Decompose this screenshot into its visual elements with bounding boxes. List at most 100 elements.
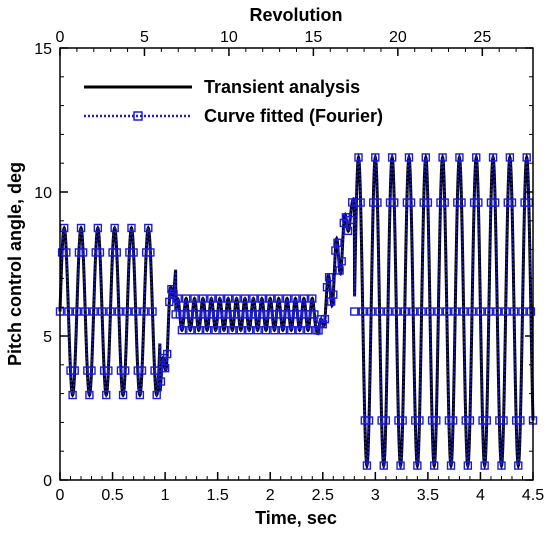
fitted-marker	[425, 307, 435, 316]
fitted-marker	[493, 307, 502, 316]
legend: Transient analysis Curve fitted (Fourier…	[84, 77, 383, 126]
fitted-marker	[152, 390, 161, 400]
fitted-marker	[511, 416, 521, 425]
fitted-marker	[293, 310, 302, 319]
fitted-marker	[70, 366, 79, 375]
fitted-marker	[76, 223, 86, 233]
fitted-marker	[396, 461, 405, 470]
fitted-marker	[411, 416, 420, 425]
fitted-marker	[362, 461, 372, 470]
fitted-marker	[171, 310, 180, 319]
fitted-marker	[371, 153, 380, 162]
x-tick-label: 1	[161, 487, 170, 504]
fitted-marker	[295, 326, 304, 335]
y-tick-label: 0	[43, 473, 52, 490]
fitted-marker	[266, 294, 275, 303]
fitted-marker	[316, 315, 325, 324]
fitted-marker	[257, 294, 267, 303]
fitted-marker	[303, 326, 313, 335]
fitted-marker	[526, 307, 536, 316]
fitted-marker	[240, 294, 250, 303]
fitted-marker	[440, 198, 449, 207]
y-tick-label: 5	[43, 329, 52, 346]
fitted-marker	[518, 307, 527, 316]
fitted-marker	[156, 377, 166, 386]
fitted-marker	[118, 390, 128, 400]
fitted-marker	[291, 294, 300, 303]
fitted-marker	[413, 461, 422, 470]
fitted-marker	[74, 248, 84, 257]
fitted-marker	[278, 326, 288, 335]
fitted-marker	[148, 307, 157, 316]
fitted-marker	[108, 248, 117, 257]
x-tick-label: 3.5	[417, 487, 439, 504]
fitted-marker	[451, 307, 460, 316]
fitted-marker	[486, 198, 496, 207]
fitted-marker	[97, 307, 107, 316]
fitted-marker	[480, 461, 489, 470]
fitted-marker	[421, 153, 430, 162]
fitted-marker	[228, 326, 237, 335]
fitted-marker	[472, 153, 481, 162]
fitted-marker	[78, 248, 88, 257]
fitted-marker	[87, 366, 96, 375]
plot-content	[55, 152, 538, 471]
series-fitted-line	[59, 154, 534, 469]
fitted-marker	[354, 153, 363, 162]
fitted-marker	[238, 310, 248, 319]
fitted-marker	[482, 416, 491, 425]
fitted-marker	[497, 461, 506, 470]
fitted-marker	[120, 366, 130, 375]
fitted-marker	[247, 310, 256, 319]
fitted-marker	[522, 153, 531, 162]
fitted-marker	[268, 310, 277, 319]
fitted-marker	[72, 307, 82, 316]
fitted-marker	[434, 307, 443, 316]
fitted-marker	[177, 326, 187, 335]
fitted-marker	[404, 153, 414, 162]
fitted-marker	[415, 416, 424, 425]
fitted-marker	[499, 416, 508, 425]
fitted-marker	[284, 310, 294, 319]
fitted-marker	[209, 310, 218, 319]
fitted-marker	[200, 310, 210, 319]
fitted-marker	[244, 326, 254, 335]
fitted-marker	[219, 326, 229, 335]
fitted-marker	[394, 416, 403, 425]
fitted-marker	[430, 461, 439, 470]
fitted-marker	[125, 248, 134, 257]
fitted-marker	[324, 273, 334, 282]
fitted-marker	[337, 257, 346, 266]
fitted-marker	[373, 198, 382, 207]
fitted-marker	[102, 390, 111, 400]
fitted-marker	[455, 153, 464, 162]
fitted-marker	[392, 307, 401, 316]
fitted-marker	[276, 310, 285, 319]
fitted-marker	[463, 461, 473, 470]
fitted-marker	[457, 198, 466, 207]
fitted-marker	[202, 326, 212, 335]
fitted-marker	[318, 320, 327, 329]
fitted-marker	[81, 307, 90, 316]
fitted-marker	[438, 153, 447, 162]
fitted-marker	[398, 416, 407, 425]
fitted-marker	[423, 198, 433, 207]
fitted-marker	[364, 416, 374, 425]
fitted-marker	[501, 307, 510, 316]
fitted-marker	[333, 238, 342, 247]
fitted-marker	[476, 307, 485, 316]
fitted-marker	[432, 416, 441, 425]
fitted-marker	[160, 363, 170, 373]
fitted-marker	[133, 366, 142, 375]
fitted-marker	[345, 215, 355, 225]
fitted-marker	[207, 294, 216, 303]
fitted-marker	[301, 310, 311, 319]
fitted-marker	[505, 153, 515, 162]
fitted-marker	[236, 326, 245, 335]
fitted-marker	[322, 283, 332, 292]
fitted-marker	[427, 416, 437, 425]
fitted-marker	[163, 349, 172, 359]
fitted-marker	[253, 326, 262, 335]
y-tick-label: 10	[34, 185, 52, 202]
